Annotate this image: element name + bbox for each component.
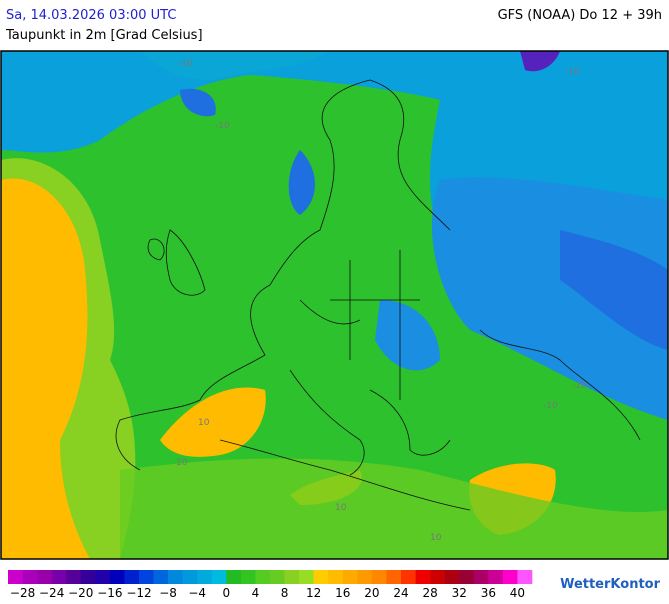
legend-label: 20 (364, 586, 379, 600)
legend-swatch (80, 570, 96, 584)
legend-label: −12 (126, 586, 151, 600)
legend-swatch (226, 570, 242, 584)
legend-swatch (299, 570, 314, 584)
legend-swatch (66, 570, 82, 584)
legend-swatch (517, 570, 533, 584)
contour-label: 10 (198, 418, 210, 428)
legend-label: 4 (252, 586, 260, 600)
contour-label: -10 (178, 59, 193, 69)
legend-swatch (342, 570, 358, 584)
legend-swatch (415, 570, 431, 584)
legend-swatch (37, 570, 52, 584)
legend-swatch (109, 570, 125, 584)
legend-label: 16 (335, 586, 350, 600)
legend-label: 24 (393, 586, 408, 600)
map-frame (0, 50, 669, 560)
logo: WetterKontor (560, 577, 661, 592)
legend-swatch (430, 570, 445, 584)
legend-swatch (386, 570, 402, 584)
legend-label: 12 (306, 586, 321, 600)
legend-swatch (357, 570, 373, 584)
legend-swatch (22, 570, 38, 584)
legend-swatch (284, 570, 300, 584)
legend-swatch (51, 570, 67, 584)
legend-swatch (153, 570, 169, 584)
legend-swatch (371, 570, 387, 584)
legend-swatch (124, 570, 140, 584)
contour-label: -10 (543, 401, 558, 411)
contour-label: 10 (176, 458, 188, 468)
contour-label: 10 (430, 533, 442, 543)
legend-label: −20 (68, 586, 93, 600)
legend-swatch (313, 570, 329, 584)
datetime: Sa, 14.03.2026 03:00 UTC (6, 8, 176, 23)
legend-label: 28 (422, 586, 437, 600)
legend-swatch (502, 570, 518, 584)
contour-label: -10 (215, 121, 230, 131)
legend-swatch (95, 570, 111, 584)
legend-swatch (211, 570, 227, 584)
legend-swatch (182, 570, 198, 584)
legend-label: 40 (510, 586, 525, 600)
legend-label: 0 (223, 586, 231, 600)
legend-swatch (328, 570, 344, 584)
legend-label: −16 (97, 586, 122, 600)
parameter: Taupunkt in 2m [Grad Celsius] (5, 28, 203, 43)
legend-label: −28 (10, 586, 35, 600)
contour-label: 10 (335, 503, 347, 513)
legend-swatch (270, 570, 285, 584)
model-run: GFS (NOAA) Do 12 + 39h (498, 8, 662, 23)
legend-label: 32 (452, 586, 467, 600)
legend-label: −8 (159, 586, 177, 600)
legend-swatch (139, 570, 154, 584)
legend-swatch (459, 570, 475, 584)
legend-swatch (401, 570, 416, 584)
legend-label: 36 (481, 586, 496, 600)
legend-label: −4 (188, 586, 206, 600)
legend-label: −24 (39, 586, 64, 600)
contour-label: -10 (565, 67, 580, 77)
legend-swatch (488, 570, 504, 584)
legend-swatch (255, 570, 271, 584)
legend-swatch (473, 570, 489, 584)
legend-swatch (197, 570, 213, 584)
legend-swatch (444, 570, 460, 584)
map (1, 51, 668, 559)
legend-label: 8 (281, 586, 289, 600)
legend-swatch (168, 570, 183, 584)
contour-label: -10 (572, 381, 587, 391)
legend-swatch (8, 570, 23, 584)
legend-swatch (240, 570, 256, 584)
